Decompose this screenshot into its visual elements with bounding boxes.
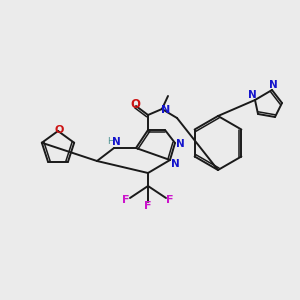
Text: F: F xyxy=(166,195,174,205)
Text: N: N xyxy=(268,80,278,90)
Text: N: N xyxy=(112,137,120,147)
Text: O: O xyxy=(54,125,64,135)
Text: N: N xyxy=(171,159,179,169)
Text: H: H xyxy=(106,137,113,146)
Text: F: F xyxy=(144,201,152,211)
Text: O: O xyxy=(130,98,140,112)
Text: N: N xyxy=(161,105,171,115)
Text: N: N xyxy=(248,90,256,100)
Text: N: N xyxy=(176,139,184,149)
Text: F: F xyxy=(122,195,130,205)
